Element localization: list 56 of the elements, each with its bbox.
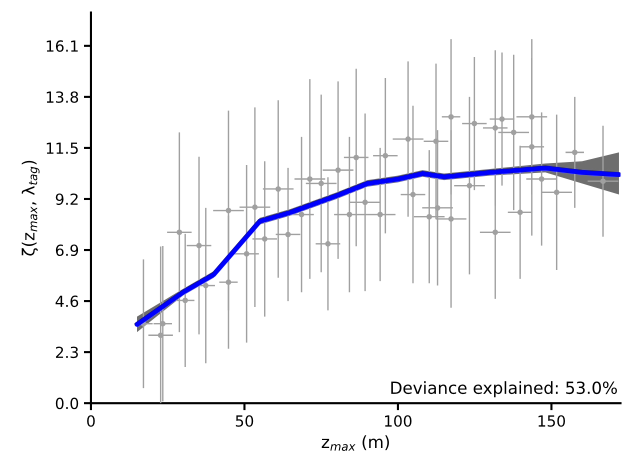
point (529, 114, 535, 120)
point (410, 192, 416, 198)
y-tick-label: 9.2 (56, 193, 78, 205)
y-tick-label: 11.5 (46, 142, 78, 154)
point (517, 210, 523, 216)
point (382, 152, 388, 158)
point (492, 125, 498, 131)
point (275, 186, 281, 192)
point (434, 205, 440, 211)
point (318, 180, 324, 186)
x-tick-label: 50 (236, 415, 254, 427)
point (510, 130, 516, 136)
point (448, 216, 454, 222)
y-tick-label: 0.0 (56, 398, 78, 410)
point (285, 232, 291, 238)
x-tick-label: 100 (385, 415, 412, 427)
point (362, 200, 368, 206)
point (353, 154, 359, 160)
point (182, 298, 188, 304)
point (472, 120, 478, 126)
point (196, 242, 202, 248)
y-tick-label: 4.6 (56, 296, 78, 308)
x-axis-title: z$_{max}$ (m) (322, 435, 389, 451)
point (262, 236, 268, 242)
point (325, 241, 331, 247)
point (426, 214, 432, 220)
annotation: Deviance explained: 53.0% (391, 381, 617, 398)
x-tick-label: 150 (538, 415, 565, 427)
point (202, 282, 209, 288)
point (538, 176, 544, 182)
point (176, 229, 182, 236)
point (226, 279, 232, 285)
point (600, 178, 606, 184)
y-axis-title: ζ(z$_{max}$, λ$_{tag}$) (22, 160, 40, 256)
point (226, 208, 232, 214)
x-tick-label: 0 (87, 415, 95, 427)
point (572, 150, 578, 156)
point (499, 116, 505, 122)
point (307, 176, 313, 182)
point (529, 144, 535, 150)
y-tick-label: 16.1 (46, 40, 78, 52)
y-tick-label: 2.3 (56, 346, 78, 358)
point (252, 204, 258, 210)
point (554, 190, 560, 196)
point (433, 138, 439, 144)
point (377, 212, 383, 218)
point (244, 251, 250, 257)
point (466, 182, 472, 188)
point (346, 212, 352, 218)
point (405, 136, 411, 142)
point (335, 167, 341, 173)
point (298, 212, 304, 218)
y-tick-label: 6.9 (56, 244, 78, 256)
y-tick-label: 13.8 (46, 91, 78, 103)
point (492, 229, 498, 236)
point (448, 114, 454, 120)
